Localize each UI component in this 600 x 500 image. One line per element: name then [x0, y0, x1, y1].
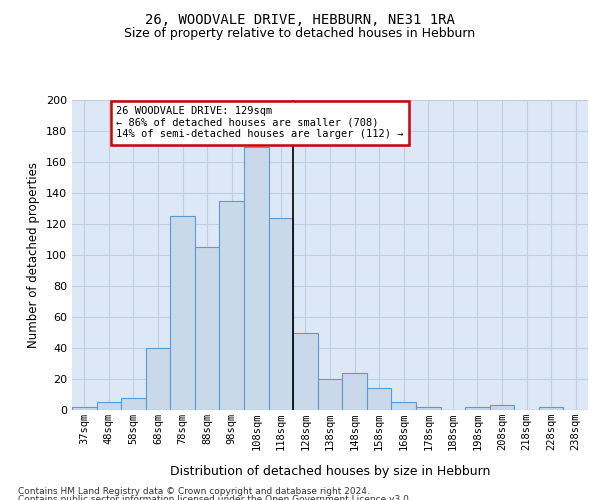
Y-axis label: Number of detached properties: Number of detached properties — [28, 162, 40, 348]
Bar — [465, 407, 490, 410]
Bar — [293, 332, 318, 410]
Text: Size of property relative to detached houses in Hebburn: Size of property relative to detached ho… — [124, 28, 476, 40]
Bar — [170, 216, 195, 410]
Bar — [490, 406, 514, 410]
Bar — [269, 218, 293, 410]
Bar — [416, 407, 440, 410]
Bar — [121, 398, 146, 410]
Bar — [342, 373, 367, 410]
Bar — [195, 247, 220, 410]
Text: Contains HM Land Registry data © Crown copyright and database right 2024.: Contains HM Land Registry data © Crown c… — [18, 488, 370, 496]
Bar — [391, 402, 416, 410]
Bar — [318, 379, 342, 410]
Bar — [244, 146, 269, 410]
Bar — [72, 407, 97, 410]
Text: Contains public sector information licensed under the Open Government Licence v3: Contains public sector information licen… — [18, 495, 412, 500]
Bar — [220, 200, 244, 410]
Text: 26 WOODVALE DRIVE: 129sqm
← 86% of detached houses are smaller (708)
14% of semi: 26 WOODVALE DRIVE: 129sqm ← 86% of detac… — [116, 106, 404, 140]
Bar — [539, 407, 563, 410]
Bar — [146, 348, 170, 410]
Bar — [97, 402, 121, 410]
Text: 26, WOODVALE DRIVE, HEBBURN, NE31 1RA: 26, WOODVALE DRIVE, HEBBURN, NE31 1RA — [145, 12, 455, 26]
Text: Distribution of detached houses by size in Hebburn: Distribution of detached houses by size … — [170, 464, 490, 477]
Bar — [367, 388, 391, 410]
